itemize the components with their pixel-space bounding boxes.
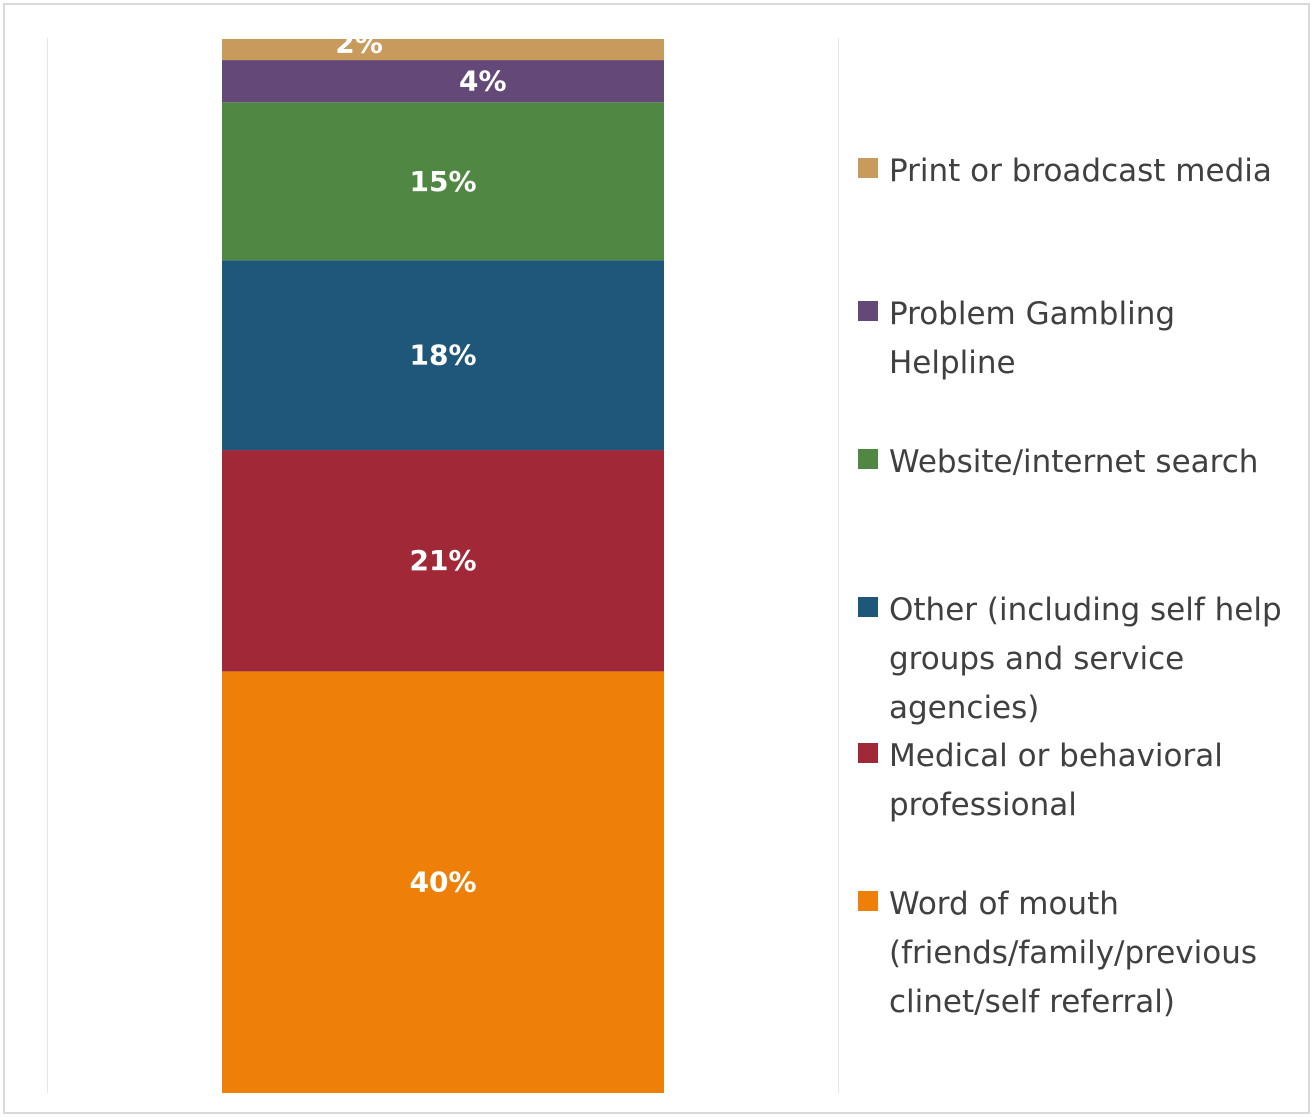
- legend-swatch: [858, 597, 878, 617]
- legend-label: Other (including self help groups and se…: [889, 592, 1282, 726]
- bar-segment: [222, 260, 664, 451]
- bar-segments: [222, 39, 664, 1093]
- bar-segment: [222, 671, 664, 1093]
- legend-item-medical: Medical or behavioral professional: [858, 732, 1269, 830]
- legend-swatch: [858, 743, 878, 763]
- legend-item-word-of-mouth: Word of mouth (friends/family/previous c…: [858, 880, 1299, 1027]
- legend-item-other: Other (including self help groups and se…: [858, 586, 1299, 733]
- bar-segment: [222, 102, 664, 261]
- legend-swatch: [858, 301, 878, 321]
- segment-data-label: 2%: [335, 27, 383, 60]
- legend-item-print-media: Print or broadcast media: [858, 147, 1299, 196]
- segment-data-label: 40%: [409, 866, 476, 899]
- legend: Print or broadcast media Problem Gamblin…: [858, 0, 1308, 1117]
- bar-segment: [222, 39, 664, 61]
- bar-segment: [222, 60, 664, 103]
- legend-swatch: [858, 158, 878, 178]
- bar-segment: [222, 450, 664, 672]
- legend-label: Medical or behavioral professional: [889, 738, 1223, 823]
- legend-item-helpline: Problem Gambling Helpline: [858, 290, 1209, 388]
- segment-data-label: 21%: [409, 544, 476, 577]
- legend-swatch: [858, 449, 878, 469]
- legend-label: Problem Gambling Helpline: [889, 296, 1176, 381]
- segment-data-label: 4%: [459, 65, 507, 98]
- segment-data-label: 18%: [409, 339, 476, 372]
- legend-label: Word of mouth (friends/family/previous c…: [889, 886, 1258, 1020]
- legend-swatch: [858, 891, 878, 911]
- segment-data-label: 15%: [409, 165, 476, 198]
- legend-label: Print or broadcast media: [889, 153, 1272, 189]
- legend-label: Website/internet search: [889, 444, 1259, 480]
- legend-item-website: Website/internet search: [858, 438, 1299, 487]
- segment-labels: 40% 21% 18% 15% 4% 2%: [335, 27, 506, 899]
